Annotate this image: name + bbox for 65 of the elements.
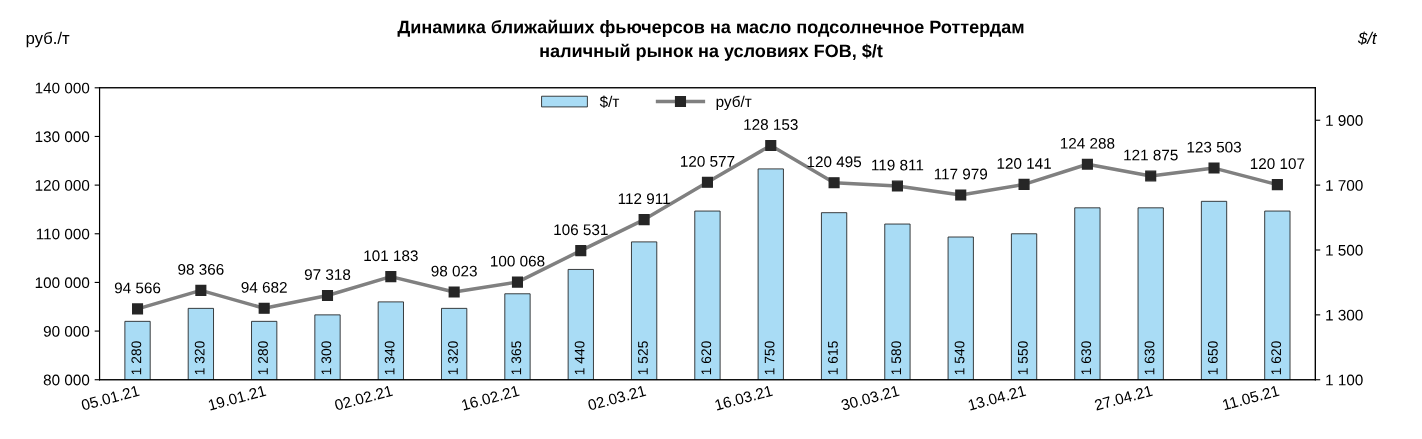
data-label: 1 540 xyxy=(954,341,965,375)
data-label: 1 630 xyxy=(1081,341,1092,375)
legend-label: $/т xyxy=(599,95,620,108)
y2-tick-label: 1 900 xyxy=(1326,115,1363,126)
data-label: 1 630 xyxy=(1144,341,1155,375)
data-label: 1 365 xyxy=(511,341,522,375)
x-tick-label: 05.01.21 xyxy=(80,385,140,411)
data-label: 128 153 xyxy=(744,119,798,130)
data-label: 106 531 xyxy=(554,224,608,236)
data-label: 1 525 xyxy=(638,341,648,375)
data-label: 101 183 xyxy=(364,250,418,262)
data-label: 112 911 xyxy=(618,193,670,205)
data-label: 123 503 xyxy=(1187,141,1241,153)
y-tick-label: 130 000 xyxy=(35,131,90,143)
data-label: 1 550 xyxy=(1017,341,1028,375)
data-label: 1 280 xyxy=(131,341,142,375)
data-label: 124 288 xyxy=(1060,137,1115,149)
chart-title: Динамика ближайших фьючерсов на масло подсолнечное Роттердам наличный рынок на условиях FOB, $/t xyxy=(397,19,1024,61)
y2-axis-title: $/t xyxy=(1357,31,1378,46)
data-label: 1 320 xyxy=(194,341,205,375)
legend-label: руб/т xyxy=(716,95,752,111)
data-label: 120 495 xyxy=(807,156,862,168)
data-label: 1 580 xyxy=(891,341,902,375)
y2-tick-label: 1 700 xyxy=(1326,179,1363,191)
x-tick-label: 11.05.21 xyxy=(1222,385,1280,411)
y-tick-label: 120 000 xyxy=(35,179,90,191)
data-label: 97 318 xyxy=(304,269,351,280)
data-label: 120 107 xyxy=(1250,158,1305,170)
data-label: 1 620 xyxy=(1271,341,1282,375)
data-label: 119 811 xyxy=(872,159,924,171)
data-label: 1 750 xyxy=(764,341,775,375)
x-tick-label: 16.03.21 xyxy=(714,385,773,411)
x-tick-label: 19.01.21 xyxy=(207,385,267,411)
data-label: 121 875 xyxy=(1124,149,1178,161)
data-label: 1 440 xyxy=(574,341,585,375)
data-label: 1 340 xyxy=(384,341,395,375)
data-label: 120 577 xyxy=(681,155,735,167)
data-label: 117 979 xyxy=(934,168,988,180)
y-tick-label: 90 000 xyxy=(43,325,90,337)
data-label: 98 366 xyxy=(178,264,224,275)
x-tick-label: 02.02.21 xyxy=(334,385,394,411)
y2-tick-label: 1 300 xyxy=(1326,309,1363,321)
data-label: 1 320 xyxy=(448,341,458,375)
data-label: 1 615 xyxy=(827,341,838,375)
x-tick-label: 16.02.21 xyxy=(461,385,520,411)
y-tick-label: 110 000 xyxy=(36,228,90,240)
y-tick-label: 140 000 xyxy=(35,82,90,94)
y2-tick-label: 1 500 xyxy=(1326,244,1363,256)
y-tick-label: 80 000 xyxy=(43,374,90,386)
y-axis-title: руб./т xyxy=(26,31,70,48)
data-label: 98 023 xyxy=(431,265,477,277)
data-label: 1 280 xyxy=(258,341,268,375)
data-label: 94 682 xyxy=(241,281,287,293)
x-tick-label: 02.03.21 xyxy=(587,385,647,411)
data-label: 1 650 xyxy=(1207,341,1218,375)
data-label: 1 300 xyxy=(321,341,332,375)
data-label: 100 068 xyxy=(491,255,545,267)
y-tick-label: 100 000 xyxy=(35,277,90,289)
data-label: 94 566 xyxy=(114,282,161,294)
x-tick-label: 30.03.21 xyxy=(840,385,900,411)
x-tick-label: 13.04.21 xyxy=(967,385,1027,411)
data-label: 1 620 xyxy=(701,341,712,375)
data-label: 120 141 xyxy=(997,158,1051,169)
y2-tick-label: 1 100 xyxy=(1326,374,1363,386)
x-tick-label: 27.04.21 xyxy=(1094,385,1153,411)
